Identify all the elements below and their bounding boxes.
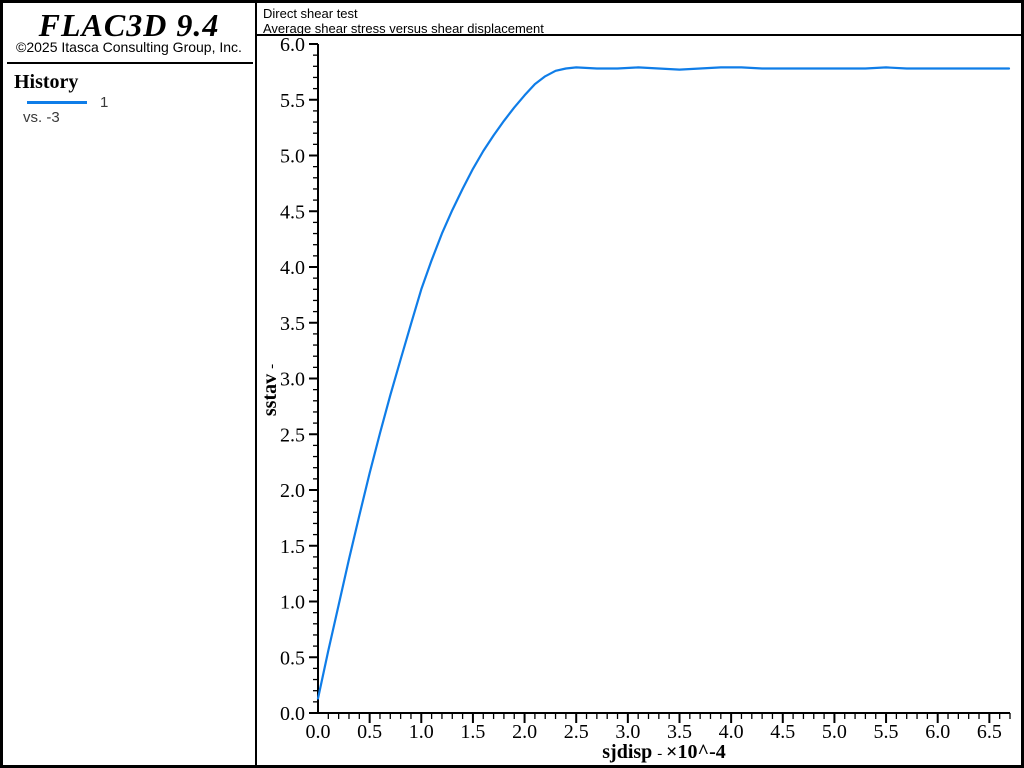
svg-text:3.5: 3.5 (280, 313, 305, 335)
history-heading: History (14, 71, 79, 93)
svg-text:0.0: 0.0 (280, 703, 305, 725)
svg-text:1.0: 1.0 (280, 592, 305, 614)
svg-text:4.5: 4.5 (280, 201, 305, 223)
copyright-text: ©2025 Itasca Consulting Group, Inc. (16, 39, 242, 55)
svg-text:3.0: 3.0 (280, 369, 305, 391)
svg-text:5.0: 5.0 (822, 721, 847, 743)
svg-text:2.0: 2.0 (512, 721, 537, 743)
svg-text:6.0: 6.0 (280, 34, 305, 56)
legend-item-history-1: 1 (27, 94, 108, 111)
svg-text:sstav -: sstav - (259, 364, 281, 416)
svg-text:2.5: 2.5 (564, 721, 589, 743)
info-sidebar: FLAC3D 9.4 ©2025 Itasca Consulting Group… (3, 3, 257, 765)
svg-text:6.5: 6.5 (977, 721, 1002, 743)
svg-text:2.0: 2.0 (280, 480, 305, 502)
chart-title-block: Direct shear test Average shear stress v… (257, 3, 1021, 36)
app-logo: FLAC3D 9.4 (38, 7, 220, 43)
sidebar-divider-rule (7, 62, 253, 64)
svg-text:sjdisp - ×10^-4: sjdisp - ×10^-4 (602, 741, 725, 763)
history-1-label: 1 (100, 94, 109, 111)
svg-text:5.5: 5.5 (874, 721, 899, 743)
chart-title-line2: Average shear stress versus shear displa… (263, 21, 544, 36)
svg-text:3.5: 3.5 (667, 721, 692, 743)
chart-title-line1: Direct shear test (263, 6, 358, 21)
svg-text:2.5: 2.5 (280, 424, 305, 446)
svg-text:5.0: 5.0 (280, 146, 305, 168)
svg-text:1.5: 1.5 (460, 721, 485, 743)
svg-text:0.5: 0.5 (280, 647, 305, 669)
svg-text:0.5: 0.5 (357, 721, 382, 743)
svg-text:1.5: 1.5 (280, 536, 305, 558)
history-1-line-swatch (27, 101, 87, 104)
svg-text:4.0: 4.0 (719, 721, 744, 743)
svg-text:4.5: 4.5 (770, 721, 795, 743)
svg-text:3.0: 3.0 (615, 721, 640, 743)
svg-text:4.0: 4.0 (280, 257, 305, 279)
svg-text:5.5: 5.5 (280, 90, 305, 112)
svg-text:0.0: 0.0 (306, 721, 331, 743)
svg-text:6.0: 6.0 (925, 721, 950, 743)
legend-vs-label: vs. -3 (23, 109, 60, 126)
svg-text:1.0: 1.0 (409, 721, 434, 743)
